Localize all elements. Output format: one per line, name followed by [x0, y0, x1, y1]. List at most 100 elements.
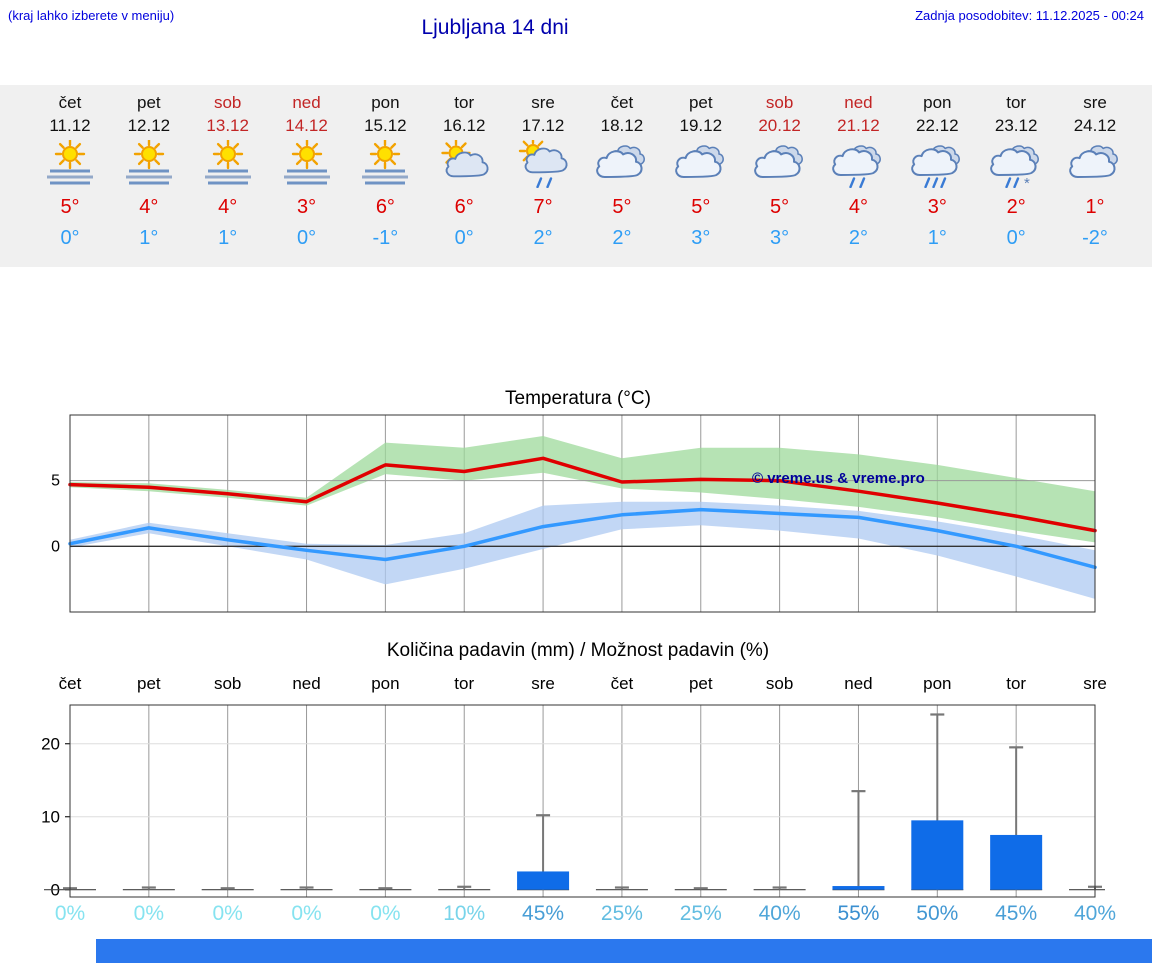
precip-bar — [911, 820, 964, 890]
sun-fog-icon — [117, 138, 181, 188]
day-date: 20.12 — [758, 116, 801, 135]
last-update-timestamp: Zadnja posodobitev: 11.12.2025 - 00:24 — [915, 8, 1144, 23]
precip-day-label: čet — [58, 674, 82, 693]
day-date: 11.12 — [49, 116, 91, 135]
day-high-temp: 6° — [454, 196, 474, 218]
forecast-day-column: sre 24.12 1° -2° — [1055, 93, 1135, 250]
day-high-temp: 5° — [770, 196, 790, 218]
precip-probability-label: 40% — [1073, 902, 1117, 925]
precip-y-tick: 20 — [41, 735, 60, 754]
precip-day-label: tor — [454, 674, 475, 693]
precip-day-label: sob — [765, 674, 794, 693]
max-temp-line — [68, 456, 1097, 533]
day-name: ned — [292, 93, 321, 112]
precip-probability-label: 45% — [995, 902, 1038, 925]
day-low-temp: 0° — [454, 227, 474, 249]
band-max-range — [70, 436, 1095, 543]
forecast-day-column: sob 20.12 5° 3° — [740, 93, 820, 250]
precip-day-label: pet — [137, 674, 161, 693]
day-name: pon — [371, 93, 400, 112]
day-low-temp: 3° — [770, 227, 790, 249]
sun-fog-icon — [196, 138, 260, 188]
day-date: 13.12 — [206, 116, 249, 135]
precip-y-tick: 10 — [41, 808, 60, 827]
precip-day-label: sre — [1083, 674, 1107, 693]
sun-fog-icon — [38, 138, 102, 188]
day-name: čet — [58, 93, 82, 112]
day-high-temp: 3° — [927, 196, 947, 218]
sun-fog-icon — [275, 138, 339, 188]
day-low-temp: 0° — [1006, 227, 1026, 249]
copyright-watermark: © vreme.us & vreme.pro — [752, 470, 925, 487]
temp-y-tick: 0 — [51, 538, 60, 555]
forecast-day-column: ned 21.12 4° 2° — [818, 93, 898, 250]
day-low-temp: 0° — [60, 227, 80, 249]
day-date: 24.12 — [1073, 116, 1117, 135]
precip-probability-label: 0% — [54, 902, 86, 925]
precip-probability-label: 25% — [600, 902, 643, 925]
precip-probability-label: 25% — [679, 902, 722, 925]
day-name: sre — [531, 93, 555, 112]
day-low-temp: 3° — [691, 227, 711, 249]
precip-probability-label: 50% — [916, 902, 959, 925]
day-high-temp: 4° — [218, 196, 238, 218]
day-date: 15.12 — [364, 116, 407, 135]
precipitation-chart-title: Količina padavin (mm) / Možnost padavin … — [386, 640, 770, 661]
day-high-temp: 6° — [375, 196, 395, 218]
precip-day-label: pon — [371, 674, 400, 693]
day-low-temp: 0° — [296, 227, 317, 249]
forecast-strip: čet 11.12 5° 0° pet 12.12 4° 1° sob 13.12 4° 1° n… — [0, 85, 1152, 267]
day-date: 22.12 — [916, 116, 959, 135]
precip-day-label: pet — [688, 674, 713, 693]
day-high-temp: 2° — [1006, 196, 1026, 218]
day-high-temp: 1° — [1085, 196, 1105, 218]
precip-bar — [990, 834, 1043, 890]
forecast-day-column: pet 12.12 4° 1° — [109, 93, 189, 250]
forecast-day-column: sre 17.12 7° 2° — [503, 93, 583, 250]
precip-day-label: tor — [1006, 674, 1027, 693]
precip-probability-label: 0% — [212, 902, 243, 925]
day-name: pet — [688, 93, 713, 112]
footer-banner[interactable] — [96, 939, 1152, 963]
forecast-day-column: čet 18.12 5° 2° — [582, 93, 662, 250]
day-name: čet — [610, 93, 634, 112]
band-min-range — [70, 501, 1095, 599]
precip-probability-label: 55% — [837, 902, 880, 925]
forecast-day-column: pon 22.12 3° 1° — [897, 93, 977, 250]
day-date: 19.12 — [679, 116, 723, 135]
precip-day-label: ned — [292, 674, 321, 693]
sun-cloud-rain-icon — [511, 136, 575, 189]
cloud-heavy-rain-icon — [905, 140, 969, 189]
temperature-chart-title: Temperatura (°C) — [505, 388, 651, 409]
cloud-icon — [748, 140, 812, 188]
day-high-temp: 4° — [848, 196, 869, 218]
min-temp-line — [68, 507, 1097, 570]
day-high-temp: 4° — [139, 196, 159, 218]
cloud-icon — [590, 140, 654, 188]
day-low-temp: 1° — [927, 227, 947, 249]
day-date: 23.12 — [994, 116, 1038, 135]
forecast-day-column: pet 19.12 5° 3° — [661, 93, 741, 250]
day-name: ned — [844, 93, 873, 112]
forecast-day-column: tor 16.12 6° 0° — [424, 93, 504, 250]
location-menu-hint: (kraj lahko izberete v meniju) — [8, 8, 175, 23]
day-name: sre — [1083, 93, 1107, 112]
precip-probability-label: 0% — [133, 902, 165, 925]
precip-day-label: pon — [923, 674, 952, 693]
day-name: pet — [137, 93, 161, 112]
forecast-day-column: pon 15.12 6° -1° — [345, 93, 425, 250]
svg-text:*: * — [1024, 175, 1030, 188]
page-title: Ljubljana 14 dni — [421, 16, 569, 39]
day-low-temp: 1° — [139, 227, 159, 249]
forecast-day-column: sob 13.12 4° 1° — [188, 93, 268, 250]
day-high-temp: 5° — [691, 196, 711, 218]
day-date: 14.12 — [285, 116, 328, 135]
day-date: 21.12 — [837, 116, 880, 135]
day-date: 12.12 — [127, 116, 171, 135]
precip-probability-label: 0% — [370, 902, 401, 925]
precip-day-label: ned — [844, 674, 873, 693]
day-name: tor — [454, 93, 475, 112]
sun-fog-icon — [353, 138, 417, 188]
sun-cloud-icon — [432, 138, 496, 188]
precip-day-label: čet — [610, 674, 634, 693]
